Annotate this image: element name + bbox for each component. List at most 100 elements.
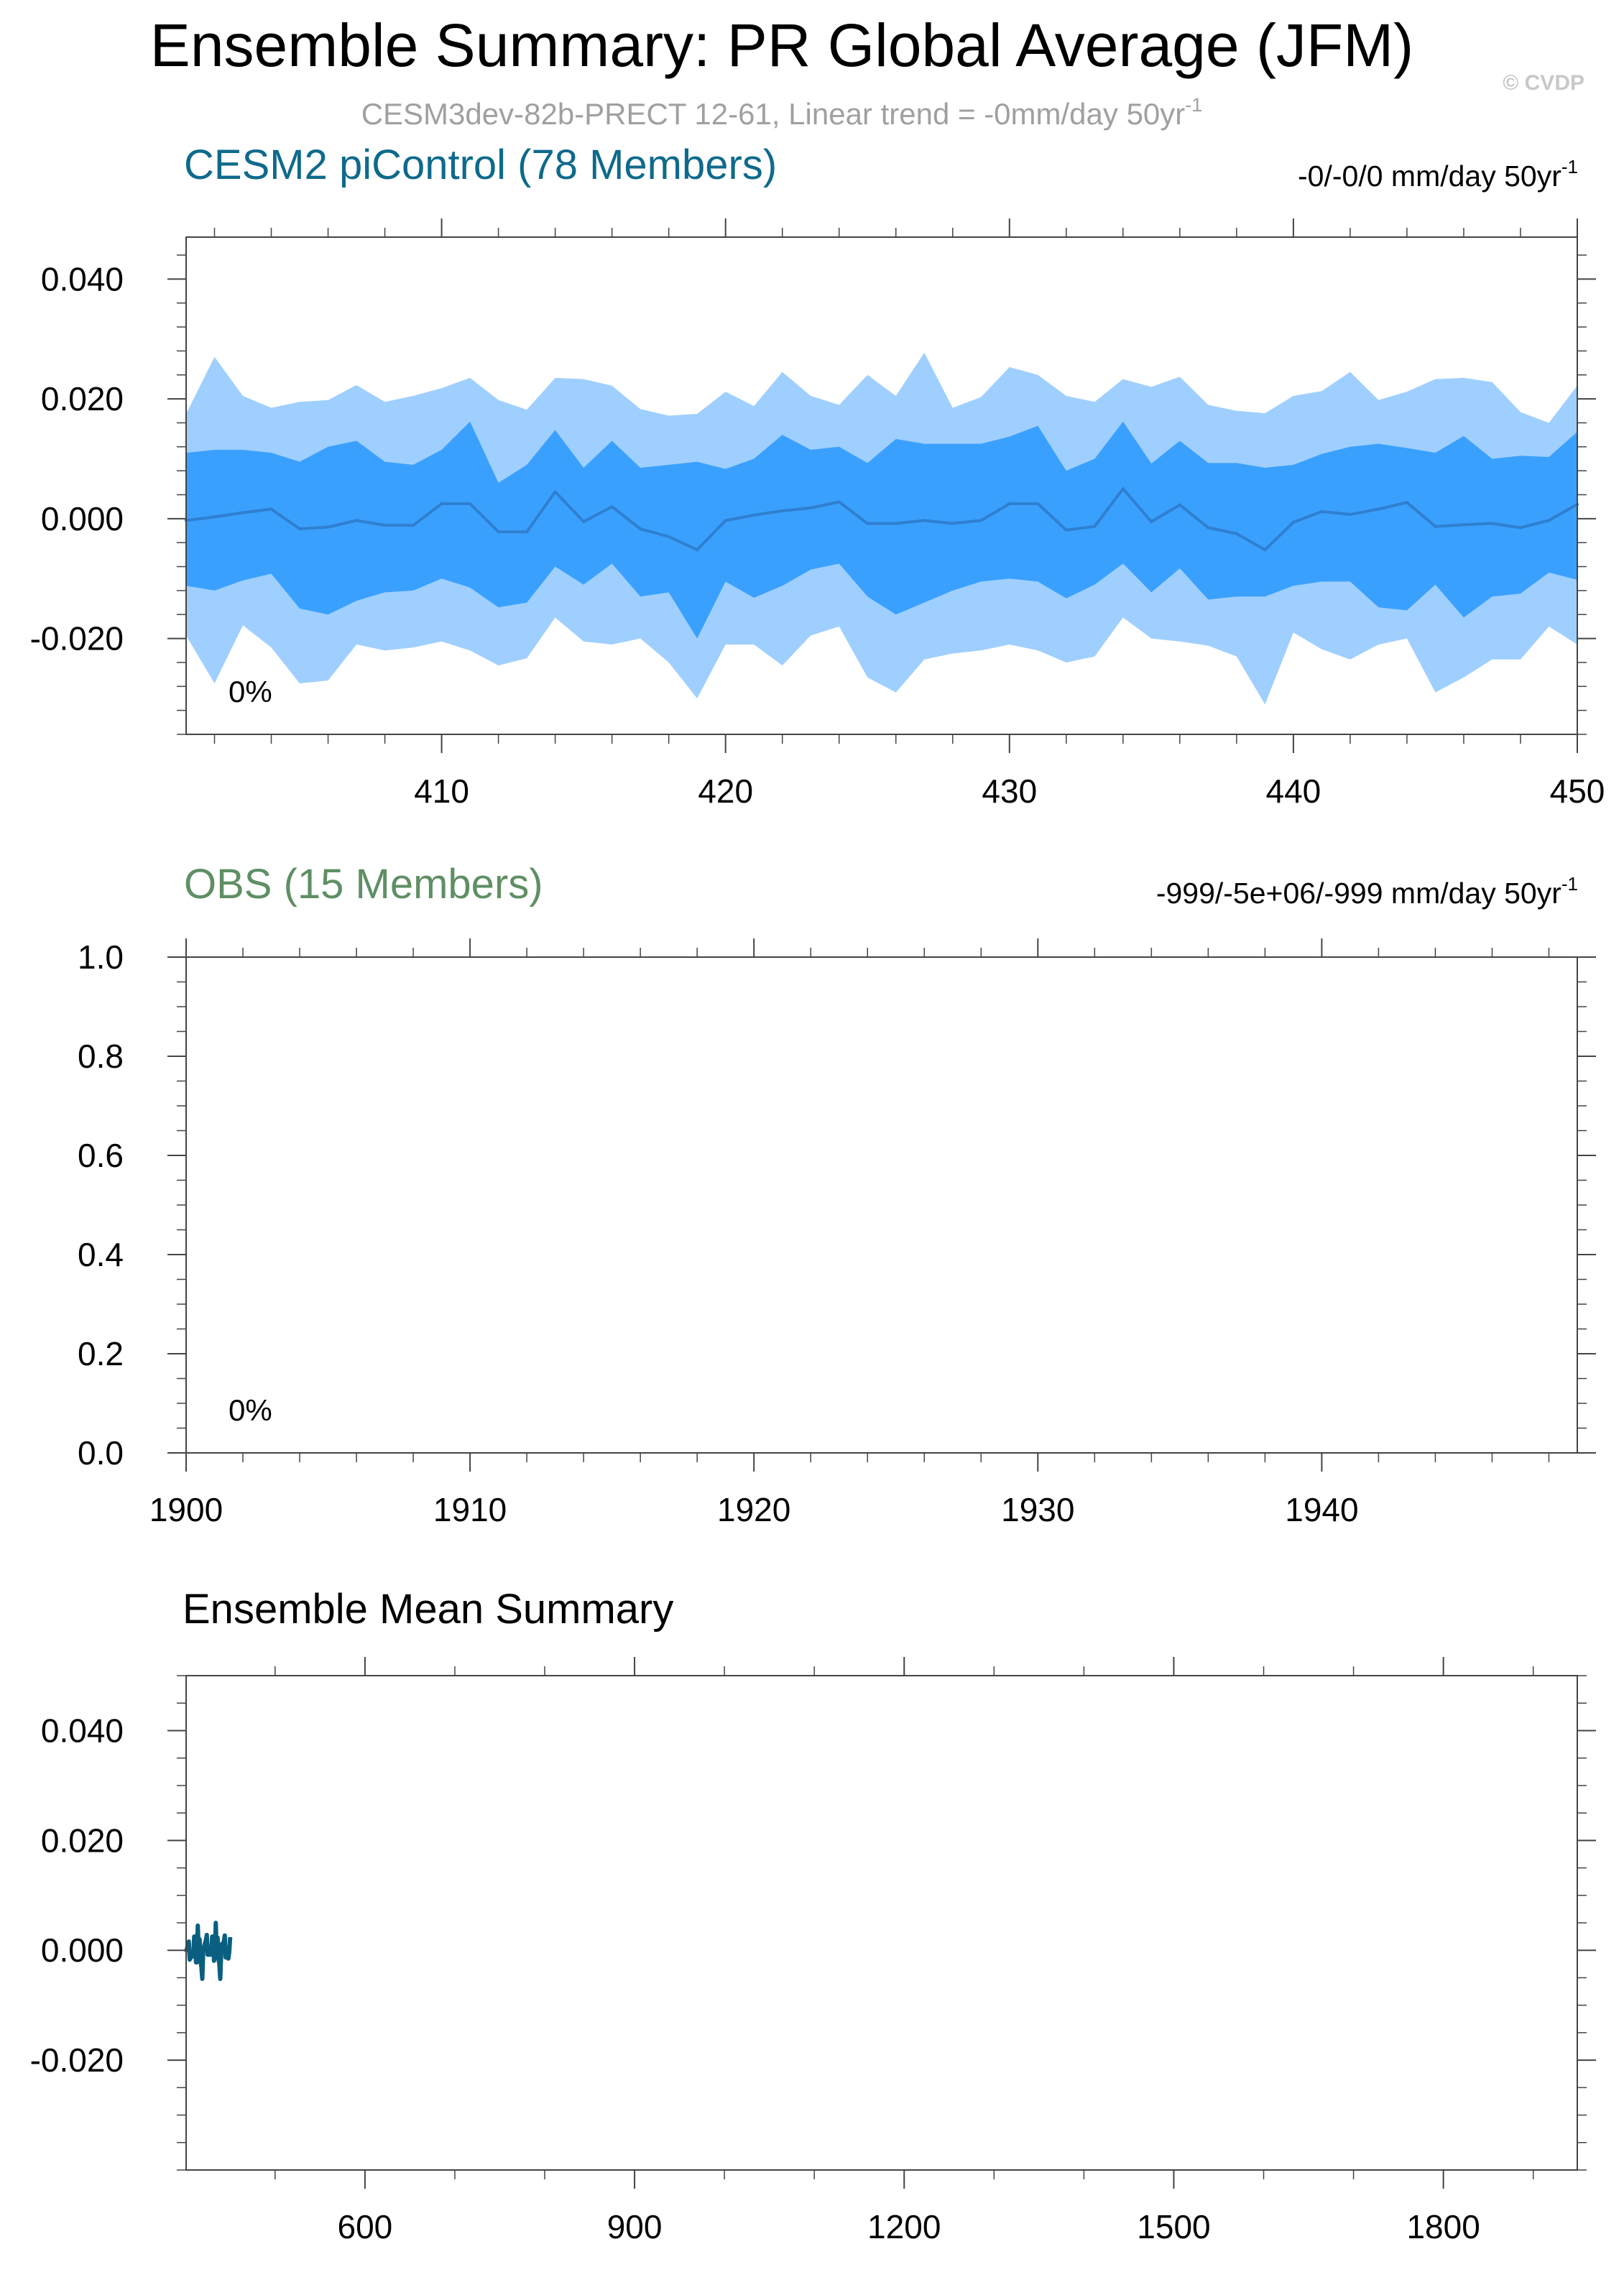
model-inner-spread-band (186, 421, 1577, 639)
figure-title: Ensemble Summary: PR Global Average (JFM… (150, 11, 1413, 79)
obs-y-tick-label: 0.8 (78, 1038, 124, 1075)
obs-x-tick-label: 1900 (149, 1491, 223, 1528)
model-mean-line-segment (582, 505, 614, 524)
model-x-tick-label: 420 (698, 772, 753, 810)
model-mean-line-segment (979, 502, 1011, 522)
ensemble-mean-x-tick-label: 900 (607, 2208, 663, 2245)
model-mean-line-segment (610, 505, 642, 531)
model-mean-line-segment (1121, 487, 1153, 524)
model-mean-line-segment (326, 519, 359, 529)
model-x-tick-label: 450 (1550, 772, 1605, 810)
model-x-tick-label: 430 (982, 772, 1037, 810)
model-axes: 410 420 430 440 450 0.040 0.020 0.000 -0.020 (30, 218, 1605, 810)
model-mean-line-segment (780, 506, 813, 513)
ensemble-mean-y-tick-label: 0.000 (41, 1931, 124, 1969)
obs-panel-title: OBS (15 Members) (184, 861, 543, 908)
model-mean-line-segment (1320, 509, 1352, 517)
model-mean-line-segment (355, 519, 387, 527)
model-mean-line-segment (1462, 522, 1494, 527)
ensemble-mean-series-line (184, 1921, 233, 1981)
model-mean-line-segment (923, 519, 954, 525)
model-mean-line-segment (1093, 487, 1125, 528)
model-mean-line-segment (752, 509, 784, 517)
obs-x-tick-label: 1940 (1285, 1491, 1358, 1528)
watermark: © CVDP (1503, 71, 1584, 95)
obs-y-tick-label: 0.2 (78, 1335, 124, 1372)
figure-subtitle-main: CESM3dev-82b-PRECT 12-61, Linear trend =… (361, 97, 1186, 131)
obs-panel-trend: -999/-5e+06/-999 mm/day 50yr-1 (1156, 873, 1578, 910)
obs-y-tick-label: 0.0 (78, 1434, 124, 1472)
model-mean-line-segment (667, 535, 699, 552)
model-mean-line-segment (1235, 532, 1267, 552)
model-mean-line-segment (837, 500, 869, 525)
model-mean-line-segment (639, 527, 670, 538)
model-mean-line-segment (469, 502, 500, 534)
model-mean-line-segment (525, 490, 557, 534)
model-mean-line-segment (696, 519, 727, 552)
model-mean-line-segment (213, 511, 245, 519)
model-trend-main: -0/-0/0 mm/day 50yr (1298, 160, 1561, 193)
model-mean-line-segment (1263, 520, 1295, 552)
obs-frame (185, 956, 1578, 1454)
ensemble-mean-y-tick-label: 0.040 (41, 1712, 124, 1749)
ensemble-mean-axes: 600 900 1200 1500 1800 0.040 0.020 0.000 -0.020 (30, 1657, 1596, 2245)
ensemble-mean-panel-title: Ensemble Mean Summary (183, 1586, 673, 1633)
ensemble-mean-x-tick-label: 1500 (1137, 2208, 1210, 2245)
ensemble-mean-panel: Ensemble Mean Summary 600 900 1200 1500 1800… (30, 1586, 1596, 2245)
figure-subtitle-sup: -1 (1185, 94, 1202, 116)
model-mean-line-segment (298, 525, 330, 531)
model-mean-line-segment (1150, 503, 1181, 524)
model-mean-line-segment (1348, 507, 1380, 517)
model-x-tick-label: 440 (1266, 772, 1321, 810)
figure-subtitle: CESM3dev-82b-PRECT 12-61, Linear trend =… (361, 94, 1203, 131)
model-x-tick-label: 410 (414, 772, 469, 810)
model-mean-line-segment (241, 507, 273, 514)
model-y-tick-label: 0.000 (41, 500, 124, 537)
obs-trend-sup: -1 (1561, 873, 1578, 895)
obs-trend-main: -999/-5e+06/-999 mm/day 50yr (1156, 877, 1561, 910)
model-frame (185, 236, 1578, 735)
model-mean-line-segment (1291, 509, 1324, 524)
model-mean-line-segment (951, 519, 983, 525)
model-mean-line-segment (185, 515, 216, 522)
model-percent-annotation: 0% (229, 675, 272, 708)
model-panel-title: CESM2 piControl (78 Members) (184, 142, 777, 188)
model-mean-line-segment (1036, 502, 1068, 532)
obs-x-tick-label: 1930 (1001, 1491, 1074, 1528)
model-mean-line-segment (1405, 501, 1437, 528)
obs-panel: OBS (15 Members) -999/-5e+06/-999 mm/day… (78, 861, 1596, 1528)
ensemble-mean-frame (185, 1675, 1578, 2171)
obs-axes: 1900 1910 1920 1930 1940 1.0 0.8 0.6 0.4 0.2 0.0 (78, 938, 1596, 1528)
model-mean-line-segment (553, 490, 586, 524)
model-mean-line-segment (1518, 519, 1551, 530)
model-panel: CESM2 piControl (78 Members) -0/-0/0 mm/… (30, 142, 1605, 810)
model-mean-line-segment (809, 500, 841, 509)
model-mean-line-segment (1064, 525, 1097, 532)
model-mean-line-segment (894, 519, 926, 525)
model-y-tick-label: -0.020 (30, 620, 124, 657)
obs-y-tick-label: 1.0 (78, 938, 124, 976)
ensemble-mean-y-tick-label: 0.020 (41, 1822, 124, 1859)
ensemble-mean-y-tick-label: -0.020 (30, 2041, 124, 2079)
model-mean-line-segment (1207, 526, 1238, 535)
model-mean-line-segment (1434, 523, 1465, 528)
model-mean-line-segment (1377, 501, 1408, 511)
obs-x-tick-label: 1910 (433, 1491, 507, 1528)
model-y-tick-label: 0.040 (41, 260, 124, 297)
ensemble-mean-x-tick-label: 600 (338, 2208, 393, 2245)
model-panel-trend: -0/-0/0 mm/day 50yr-1 (1298, 156, 1578, 193)
model-trend-sup: -1 (1561, 156, 1578, 177)
obs-y-tick-label: 0.6 (78, 1137, 124, 1174)
model-mean-line-segment (724, 513, 756, 522)
model-mean-line-segment (1490, 522, 1522, 530)
model-mean-line-segment (412, 502, 443, 527)
obs-percent-annotation: 0% (229, 1393, 272, 1427)
ensemble-mean-x-tick-label: 1200 (867, 2208, 941, 2245)
model-y-tick-label: 0.020 (41, 380, 124, 417)
model-mean-line-segment (1178, 503, 1210, 530)
model-mean-line-segment (1547, 502, 1579, 522)
model-mean-line-segment (269, 507, 302, 531)
obs-x-tick-label: 1920 (717, 1491, 790, 1528)
ensemble-mean-x-tick-label: 1800 (1406, 2208, 1480, 2245)
